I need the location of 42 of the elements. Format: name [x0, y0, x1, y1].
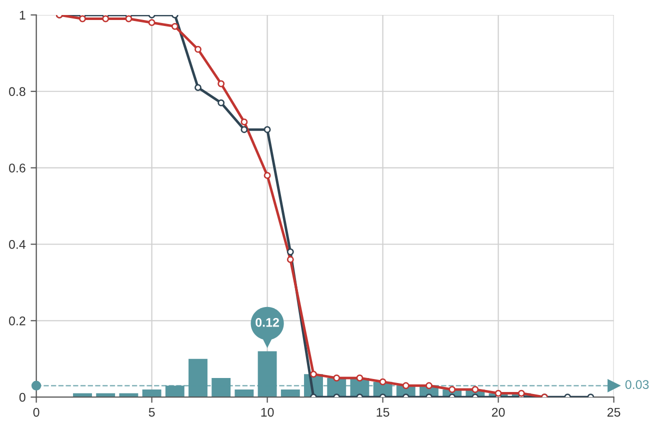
point	[218, 99, 225, 106]
point	[518, 390, 525, 397]
y-tick-label: 0.8	[8, 87, 26, 96]
point	[171, 22, 178, 30]
point	[264, 126, 271, 134]
x-tick-label: 25	[607, 408, 620, 417]
x-tick-label: 0	[33, 408, 40, 417]
x-tick-label: 20	[492, 408, 505, 417]
point	[356, 374, 364, 382]
y-tick-label: 1	[20, 10, 26, 20]
point	[240, 126, 248, 134]
y-tick-label: 0.2	[8, 316, 26, 326]
point	[240, 118, 248, 126]
bar	[280, 389, 300, 398]
point	[148, 19, 156, 26]
point	[218, 80, 225, 88]
point	[472, 386, 479, 393]
point	[102, 15, 110, 22]
y-tick-label: 0.6	[8, 164, 26, 172]
bar	[234, 389, 254, 398]
point	[379, 378, 386, 386]
x-tick-label: 5	[148, 408, 155, 417]
point	[286, 256, 294, 264]
annotation: 0.12	[256, 318, 279, 327]
point	[286, 248, 294, 256]
point	[310, 370, 317, 378]
point	[264, 172, 271, 179]
point	[333, 374, 340, 382]
point	[194, 46, 202, 53]
point	[426, 382, 432, 390]
point	[402, 382, 410, 390]
ref-line-label: 0.03	[625, 380, 649, 389]
point	[448, 386, 456, 393]
point	[79, 15, 86, 22]
point	[194, 84, 202, 92]
point	[125, 15, 132, 22]
point	[494, 390, 502, 397]
x-tick-label: 15	[376, 408, 390, 417]
x-tick-label: 10	[261, 408, 274, 417]
y-tick-label: 0.4	[8, 240, 26, 249]
bar	[142, 389, 162, 398]
y-tick-label: 0	[19, 392, 26, 402]
